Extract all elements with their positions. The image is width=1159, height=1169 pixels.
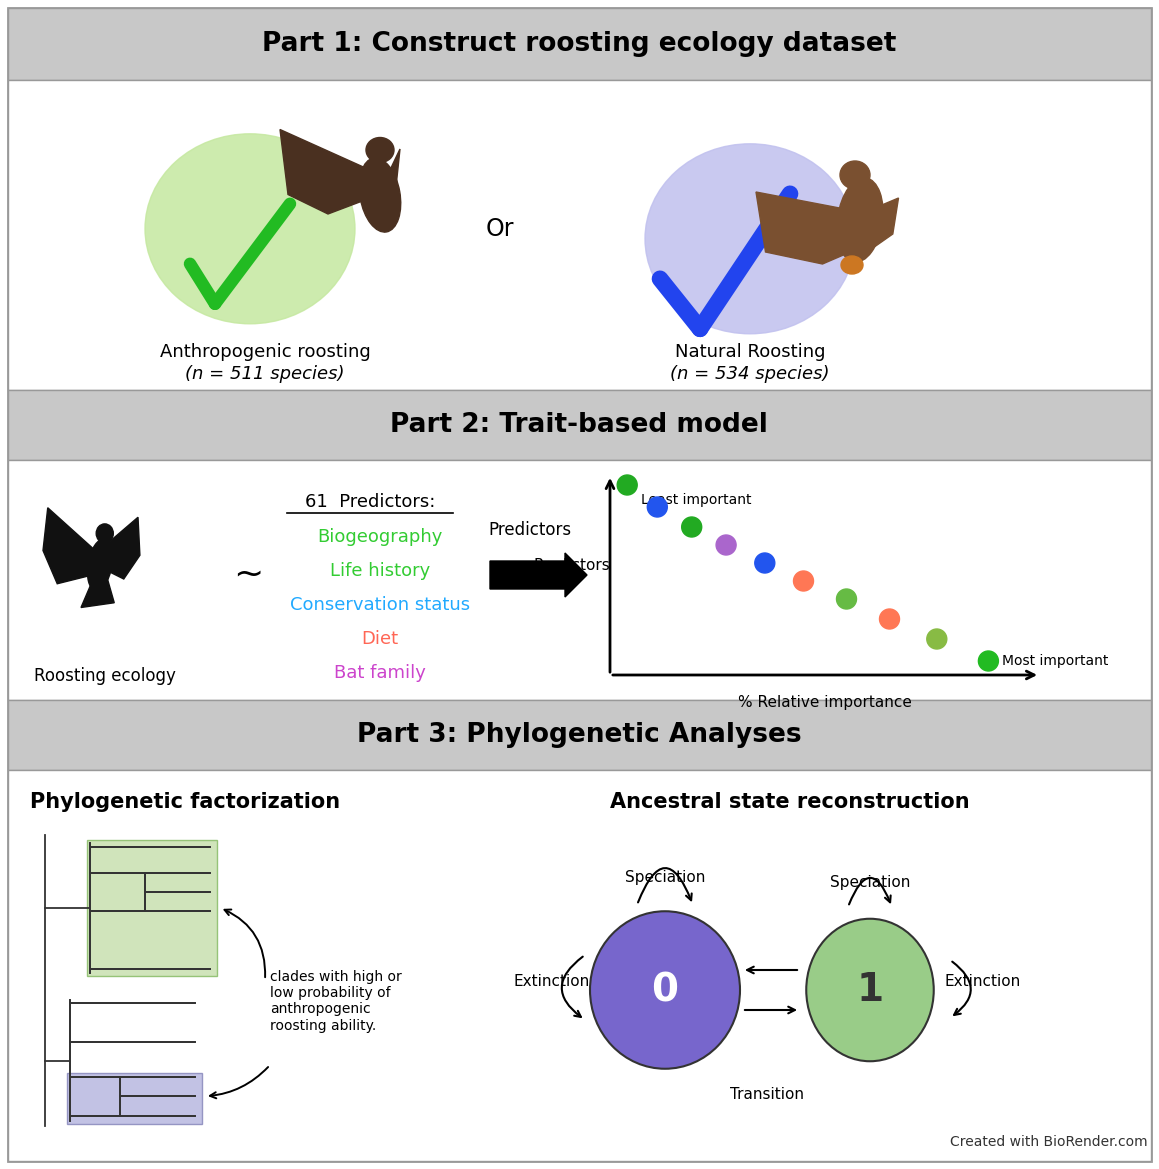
Text: Natural Roosting: Natural Roosting [675,343,825,361]
Text: Predictors: Predictors [488,521,571,539]
Circle shape [647,497,668,517]
FancyArrowPatch shape [637,869,692,902]
Circle shape [837,589,857,609]
Bar [8,79,1151,390]
Text: Ancestral state reconstruction: Ancestral state reconstruction [610,793,970,812]
Text: % Relative importance: % Relative importance [738,696,912,711]
Circle shape [755,553,775,573]
Bar [67,1072,202,1125]
FancyArrowPatch shape [953,962,971,1015]
Text: 0: 0 [651,971,678,1009]
Text: ~: ~ [233,558,263,592]
Circle shape [927,629,947,649]
Bar [87,841,217,975]
Ellipse shape [840,161,870,189]
Text: Biogeography: Biogeography [318,528,443,546]
Text: Transition: Transition [730,1087,804,1102]
FancyArrowPatch shape [562,956,583,1017]
Ellipse shape [359,158,401,233]
FancyArrow shape [490,553,586,597]
Ellipse shape [366,138,394,162]
Ellipse shape [646,144,855,334]
Text: 1: 1 [857,971,883,1009]
Text: Life history: Life history [330,562,430,580]
Text: Bat family: Bat family [334,664,427,682]
Ellipse shape [590,912,739,1068]
Text: (n = 511 species): (n = 511 species) [185,365,344,383]
Bar [8,700,1151,770]
Circle shape [681,517,701,537]
Polygon shape [756,192,855,264]
Circle shape [880,609,899,629]
Text: Phylogenetic factorization: Phylogenetic factorization [30,793,340,812]
Text: Diet: Diet [362,630,399,648]
Ellipse shape [807,919,934,1061]
Ellipse shape [145,133,355,324]
Text: Most important: Most important [1003,653,1109,667]
Ellipse shape [87,539,112,590]
Text: Roosting ecology: Roosting ecology [34,667,176,685]
FancyArrowPatch shape [850,878,890,905]
Ellipse shape [837,178,883,262]
Polygon shape [280,130,370,214]
Text: (n = 534 species): (n = 534 species) [670,365,830,383]
Text: Part 1: Construct roosting ecology dataset: Part 1: Construct roosting ecology datas… [262,32,896,57]
Bar [8,8,1151,79]
Bar [8,390,1151,459]
Circle shape [794,570,814,592]
Polygon shape [104,517,140,579]
Text: Speciation: Speciation [625,870,705,885]
Text: Least important: Least important [641,493,752,507]
Text: 61  Predictors:: 61 Predictors: [305,493,435,511]
Bar [8,459,1151,700]
Text: Part 2: Trait-based model: Part 2: Trait-based model [391,411,768,438]
Text: Conservation status: Conservation status [290,596,471,614]
Ellipse shape [841,256,863,274]
Text: Or: Or [486,216,515,241]
Circle shape [618,475,637,494]
Text: Extinction: Extinction [513,975,590,989]
Text: Extinction: Extinction [945,975,1021,989]
Polygon shape [389,148,400,200]
Bar [8,770,1151,1161]
Text: Part 3: Phylogenetic Analyses: Part 3: Phylogenetic Analyses [357,722,801,748]
Text: clades with high or
low probability of
anthropogenic
roosting ability.: clades with high or low probability of a… [270,970,402,1032]
Ellipse shape [96,524,114,542]
Text: Predictors: Predictors [533,558,611,573]
Polygon shape [81,569,115,608]
Circle shape [716,535,736,555]
Polygon shape [870,198,898,250]
Text: Anthropogenic roosting: Anthropogenic roosting [160,343,371,361]
Text: Speciation: Speciation [830,876,910,890]
Text: Created with BioRender.com: Created with BioRender.com [950,1135,1149,1149]
Circle shape [978,651,998,671]
Polygon shape [43,507,95,583]
